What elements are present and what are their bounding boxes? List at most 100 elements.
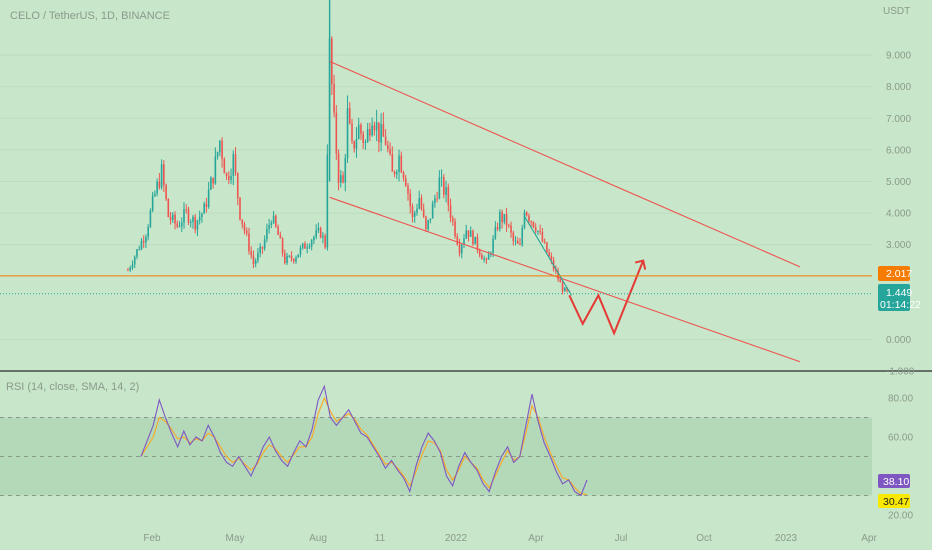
- candle-body: [362, 133, 364, 143]
- candle-body: [557, 271, 559, 280]
- candle-body: [172, 214, 174, 220]
- candle-body: [136, 249, 138, 257]
- candle-body: [194, 216, 196, 230]
- svg-text:2.017: 2.017: [886, 268, 912, 280]
- candle-body: [467, 230, 470, 237]
- candle-body: [534, 227, 537, 232]
- candle-body: [420, 197, 423, 209]
- candle-body: [532, 221, 535, 228]
- candle-body: [566, 287, 568, 291]
- candle-body: [447, 187, 450, 206]
- candle-body: [337, 153, 340, 183]
- candle-body: [142, 240, 145, 243]
- candle-body: [559, 279, 562, 283]
- candle-body: [158, 181, 161, 188]
- candle-body: [315, 230, 317, 237]
- price-axis[interactable]: 9.000 8.000 7.000 6.000 5.000 4.000 3.000 0.000…: [886, 51, 915, 378]
- candle-body: [297, 254, 300, 258]
- candle-body: [183, 209, 185, 223]
- candle-body: [438, 177, 441, 199]
- candle-body: [469, 230, 472, 237]
- candle-body: [400, 155, 403, 173]
- candle-body: [205, 203, 208, 207]
- candle-body: [389, 149, 391, 155]
- candle-body: [418, 197, 420, 209]
- candle-body: [460, 244, 463, 254]
- candle-body: [277, 226, 279, 235]
- price-tick-label: 8.000: [886, 82, 911, 93]
- candle-body: [481, 255, 483, 260]
- candle-body: [564, 287, 566, 292]
- candle-body: [261, 246, 264, 249]
- candle-body: [496, 227, 499, 230]
- price-tick-label: 4.000: [886, 209, 911, 220]
- candle-body: [501, 211, 503, 223]
- trend-line: [568, 260, 645, 336]
- candle-body: [373, 125, 376, 131]
- price-tick-label: 0.000: [886, 335, 911, 346]
- svg-text:30.47: 30.47: [883, 496, 909, 508]
- candle-body: [189, 222, 192, 224]
- candle-body: [474, 236, 476, 245]
- candle-body: [537, 230, 539, 232]
- candle-body: [252, 255, 255, 265]
- candle-body: [539, 230, 541, 233]
- candle-body: [201, 213, 203, 217]
- candle-body: [270, 222, 273, 225]
- drawing-annotations[interactable]: [329, 60, 801, 363]
- candle-body: [232, 154, 235, 176]
- candle-body: [268, 224, 270, 229]
- candle-body: [216, 152, 219, 157]
- candle-body: [219, 140, 221, 153]
- candle-body: [357, 124, 360, 139]
- candle-body: [292, 258, 295, 262]
- candle-body: [239, 197, 241, 220]
- candle-body: [445, 187, 447, 195]
- time-tick-label: 2023: [775, 533, 798, 544]
- candle-body: [308, 246, 311, 248]
- candle-body: [169, 217, 172, 220]
- candle-body: [185, 209, 188, 211]
- price-tick-label: 7.000: [886, 114, 911, 125]
- candle-body: [257, 252, 259, 261]
- candle-body: [214, 156, 217, 184]
- candle-body: [151, 195, 154, 211]
- candle-body: [313, 236, 315, 241]
- candle-body: [546, 242, 548, 253]
- candle-body: [306, 247, 308, 249]
- candle-body: [221, 140, 223, 160]
- candle-body: [485, 258, 488, 260]
- time-axis[interactable]: Feb May Aug 11 2022 Apr Jul Oct 2023 Apr: [143, 533, 877, 544]
- candle-body: [508, 225, 510, 227]
- candle-body: [378, 122, 380, 143]
- candle-body: [322, 235, 324, 238]
- candle-body: [248, 233, 250, 252]
- candle-body: [407, 185, 409, 194]
- candle-body: [411, 206, 414, 217]
- candle-body: [275, 215, 277, 227]
- candle-body: [351, 123, 353, 142]
- candle-body: [454, 221, 456, 237]
- candle-body: [440, 177, 443, 179]
- candle-body: [288, 255, 291, 257]
- candle-body: [525, 212, 528, 216]
- candle-body: [192, 216, 194, 223]
- candle-body: [245, 230, 248, 234]
- candle-body: [163, 164, 165, 185]
- rsi-axis[interactable]: 80.00 60.00 20.00: [888, 394, 913, 522]
- candle-body: [422, 208, 425, 217]
- candle-body: [131, 264, 134, 268]
- price-candles[interactable]: [127, 0, 571, 295]
- rsi-lines[interactable]: [140, 384, 588, 497]
- candle-body: [203, 203, 205, 214]
- candle-body: [346, 108, 349, 159]
- price-tick-label: 9.000: [886, 51, 911, 62]
- candle-body: [147, 226, 149, 237]
- time-tick-label: Jul: [615, 533, 628, 544]
- candle-body: [541, 232, 544, 242]
- candle-body: [180, 222, 183, 227]
- candle-body: [236, 173, 239, 198]
- candle-body: [413, 212, 416, 217]
- candle-body: [494, 227, 497, 239]
- candle-body: [398, 155, 400, 172]
